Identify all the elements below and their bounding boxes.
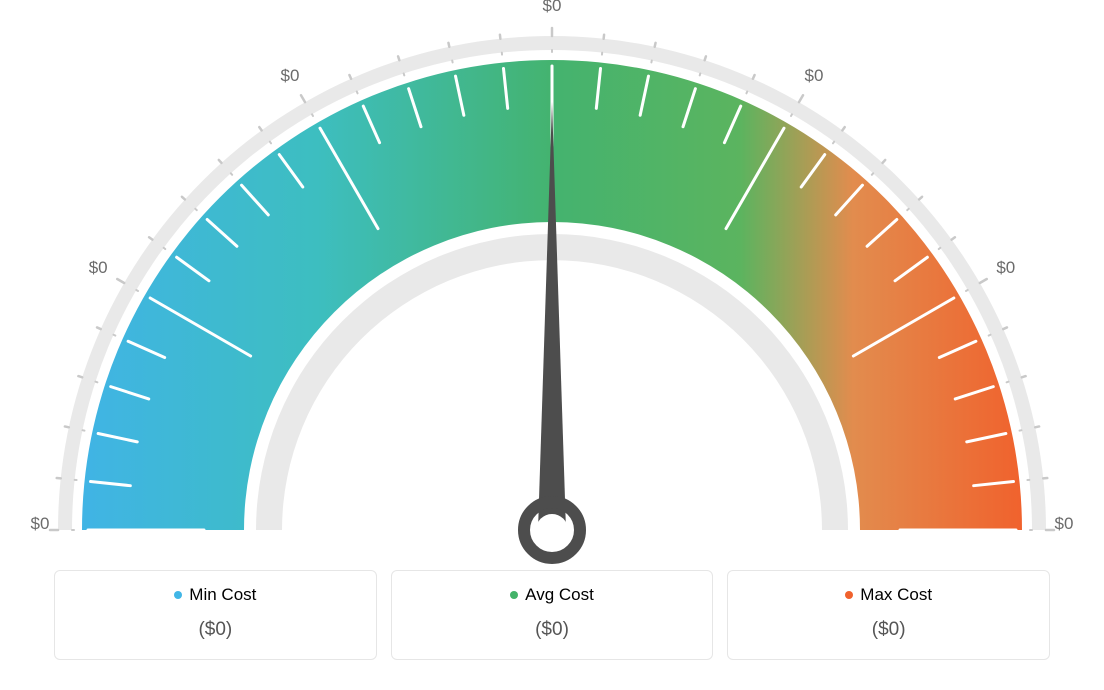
- legend-title-max: Max Cost: [845, 585, 932, 605]
- legend-title-avg: Avg Cost: [510, 585, 594, 605]
- legend-dot-min: [174, 591, 182, 599]
- legend-label-max: Max Cost: [860, 585, 932, 605]
- gauge-tick-label: $0: [89, 258, 108, 278]
- gauge-svg: [0, 0, 1104, 570]
- gauge-tick-label: $0: [1055, 514, 1074, 534]
- legend-dot-avg: [510, 591, 518, 599]
- legend-label-avg: Avg Cost: [525, 585, 594, 605]
- gauge-tick-label: $0: [996, 258, 1015, 278]
- cost-gauge-chart: $0 $0 $0 $0 $0 $0 $0 Min Cost ($0) Avg Cost ($…: [0, 0, 1104, 690]
- legend-value-max: ($0): [740, 619, 1037, 641]
- gauge-tick-label: $0: [543, 0, 562, 16]
- legend-value-avg: ($0): [404, 619, 701, 641]
- legend-row: Min Cost ($0) Avg Cost ($0) Max Cost ($0…: [0, 570, 1104, 690]
- gauge-tick-label: $0: [805, 66, 824, 86]
- gauge-tick-label: $0: [281, 66, 300, 86]
- legend-card-max: Max Cost ($0): [727, 570, 1050, 660]
- legend-dot-max: [845, 591, 853, 599]
- gauge-area: $0 $0 $0 $0 $0 $0 $0: [0, 0, 1104, 570]
- legend-value-min: ($0): [67, 619, 364, 641]
- legend-label-min: Min Cost: [189, 585, 256, 605]
- legend-title-min: Min Cost: [174, 585, 256, 605]
- legend-card-min: Min Cost ($0): [54, 570, 377, 660]
- legend-card-avg: Avg Cost ($0): [391, 570, 714, 660]
- gauge-tick-label: $0: [31, 514, 50, 534]
